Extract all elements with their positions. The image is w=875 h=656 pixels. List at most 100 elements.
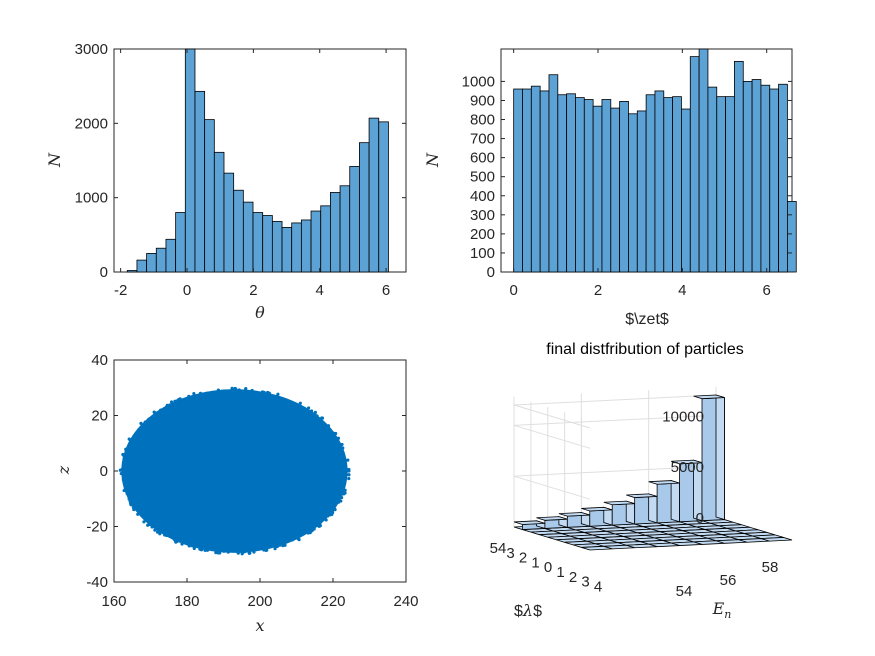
bar3d-xlabel-pre: $: [514, 603, 523, 620]
scatter-point: [129, 503, 133, 507]
p2-bar: [566, 93, 576, 273]
p2-bar: [751, 79, 762, 273]
scatter-point: [261, 392, 265, 396]
bar3d-bar-top: [648, 480, 680, 485]
p2-bar: [689, 56, 700, 273]
p2-bar: [725, 96, 735, 273]
scatter-point: [252, 550, 256, 554]
p1-bar: [194, 90, 206, 273]
scatter-point: [310, 412, 314, 417]
scatter-point: [140, 424, 144, 428]
scatter-point: [128, 500, 133, 504]
scatter-point: [121, 452, 125, 457]
p2-bar: [707, 86, 718, 273]
scatter-point: [119, 471, 123, 476]
scatter-point: [192, 544, 196, 548]
p1-xtick-label: 4: [316, 282, 324, 299]
p1-bar: [223, 172, 235, 273]
scatter-point: [267, 391, 271, 395]
scatter-point: [237, 388, 241, 392]
scatter-point: [331, 508, 335, 512]
scatter-point: [155, 411, 159, 415]
scatter-point: [298, 401, 302, 405]
scatter-point: [176, 398, 180, 402]
bar3d-ytick-label: 56: [720, 572, 737, 589]
p2-bar: [698, 48, 709, 273]
p1-bar: [349, 166, 360, 273]
p2-ytick-label: 100: [470, 245, 495, 262]
p2-bar: [601, 99, 612, 273]
p2-ytick-label: 900: [470, 92, 495, 109]
p1-bar: [271, 221, 283, 273]
scatter-ytick-label: -40: [86, 574, 108, 591]
scatter-point: [150, 525, 154, 529]
bar3d-ztick-label: 0: [696, 510, 704, 527]
p2-ytick-label: 300: [470, 207, 495, 224]
p1-bar: [175, 212, 186, 273]
p1-bar: [320, 205, 331, 273]
scatter-point: [139, 421, 143, 425]
scatter-xtick-label: 240: [393, 593, 418, 610]
scatter-point: [281, 544, 285, 548]
p1-xtick-label: 2: [249, 282, 257, 299]
bar3d-ztick-label: 10000: [662, 408, 704, 425]
p1-bar: [165, 238, 177, 273]
scatter-point: [230, 386, 234, 390]
p2-ytick-label: 1000: [462, 73, 495, 90]
xz-scatter: 160 180 200 220 240 -40 -20 0 20 40 x z: [54, 352, 419, 635]
p1-bar: [300, 219, 312, 273]
bar3d-xtick-label: 2: [519, 550, 527, 567]
scatter-point: [168, 403, 172, 407]
scatter-point: [340, 442, 344, 447]
p1-bar: [281, 226, 293, 273]
scatter-point: [305, 529, 309, 533]
p1-bar: [262, 215, 273, 273]
scatter-xtick-label: 220: [320, 593, 345, 610]
p2-xtick-label: 2: [594, 282, 602, 299]
bar3d-ylabel-sub: n: [724, 608, 731, 621]
scatter-point: [124, 449, 128, 453]
p1-bar: [339, 185, 351, 273]
scatter-point: [343, 464, 347, 468]
scatter-point: [152, 410, 156, 414]
bar3d-xtick-label: 1: [556, 564, 564, 581]
p1-bar: [146, 253, 157, 273]
p1-ytick-label: 2000: [75, 115, 108, 132]
scatter-point: [294, 403, 298, 407]
scatter-point: [296, 536, 300, 541]
scatter-point: [337, 500, 341, 504]
p2-bar: [672, 96, 682, 273]
theta-xlabel: θ: [255, 303, 265, 322]
p2-xtick-label: 6: [763, 282, 771, 299]
bar3d-ylabel: En: [712, 599, 732, 621]
scatter-point: [122, 473, 126, 477]
bar3d-xtick-label: 3: [581, 574, 589, 591]
p2-bar: [548, 74, 559, 273]
scatter-ytick-label: 0: [100, 463, 108, 480]
bar3d-xtick-label: 2: [569, 569, 577, 586]
scatter-point: [155, 526, 160, 530]
scatter-point: [318, 522, 322, 526]
scatter-point: [339, 448, 344, 452]
scatter-point: [324, 513, 328, 518]
scatter-point: [310, 529, 314, 533]
scatter-point: [147, 522, 152, 527]
scatter-point: [189, 544, 193, 548]
scatter-point: [122, 466, 126, 470]
bar3d-bar-top: [536, 516, 568, 521]
scatter-point: [132, 434, 136, 438]
scatter-point: [318, 518, 323, 523]
p2-bar: [681, 108, 691, 273]
scatter-point: [192, 391, 196, 396]
zeta-ylabel: N: [423, 152, 442, 168]
p2-ytick-label: 600: [470, 150, 495, 167]
bar3d-bar-top: [603, 500, 635, 506]
p2-bar: [592, 105, 603, 273]
p1-xtick-label: 0: [183, 282, 191, 299]
scatter-point: [163, 532, 167, 536]
p2-bar: [734, 60, 744, 273]
scatter-point: [203, 548, 207, 552]
scatter-xlabel: x: [255, 616, 264, 635]
scatter-point: [159, 408, 163, 412]
